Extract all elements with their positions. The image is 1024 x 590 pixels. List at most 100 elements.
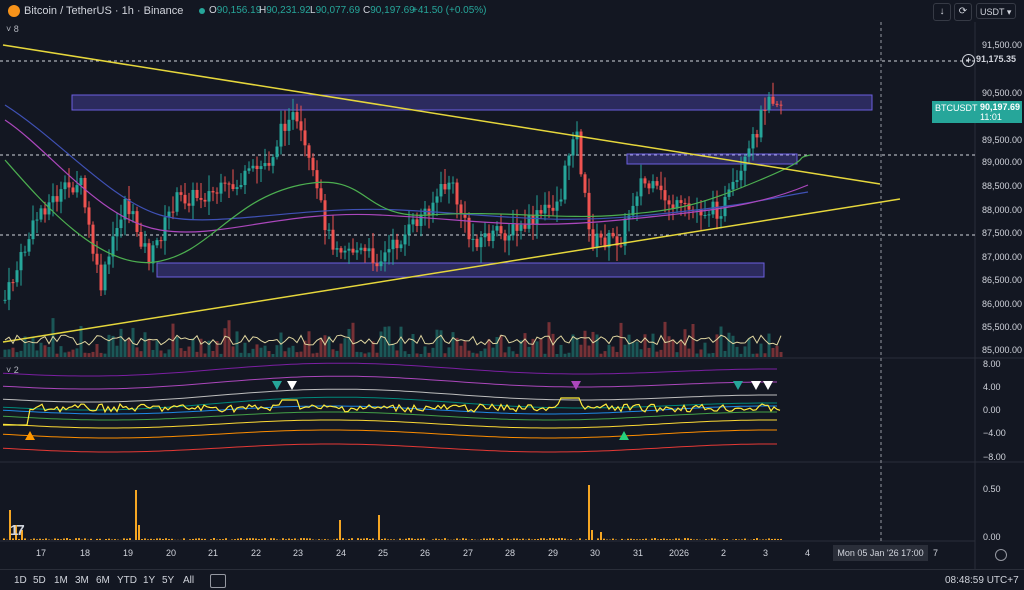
candle-body bbox=[572, 139, 575, 155]
volume-spike bbox=[387, 539, 389, 540]
candle-body bbox=[452, 183, 455, 184]
candle-body bbox=[528, 215, 531, 229]
volume-bar bbox=[256, 344, 259, 357]
volume-spike bbox=[126, 539, 128, 540]
volume-spike bbox=[219, 539, 221, 540]
volume-bar bbox=[156, 340, 159, 357]
volume-bar bbox=[412, 334, 415, 357]
candle-body bbox=[520, 225, 523, 231]
volume-bar bbox=[444, 353, 447, 357]
volume-spike bbox=[516, 539, 518, 540]
volume-spike bbox=[264, 538, 266, 540]
signal-down-icon bbox=[272, 381, 282, 390]
oscillator-tick: −4.00 bbox=[983, 428, 1006, 438]
volume-spike bbox=[339, 520, 341, 540]
candle-body bbox=[244, 171, 247, 185]
volume-bar bbox=[220, 354, 223, 357]
candle-body bbox=[720, 216, 723, 219]
volume-spike bbox=[57, 539, 59, 540]
volume-spike bbox=[669, 539, 671, 540]
volume-bar bbox=[408, 354, 411, 357]
add-alert-icon[interactable]: + bbox=[962, 54, 975, 67]
volume-bar bbox=[244, 343, 247, 357]
volume-spike bbox=[735, 539, 737, 540]
candle-body bbox=[392, 240, 395, 249]
volume-bar bbox=[608, 345, 611, 357]
volume-bar bbox=[384, 327, 387, 357]
volume-bar bbox=[664, 322, 667, 357]
candle-body bbox=[368, 248, 371, 251]
volume-spike bbox=[522, 539, 524, 540]
volume-spike bbox=[645, 539, 647, 540]
candle-body bbox=[416, 219, 419, 226]
candle-body bbox=[516, 224, 519, 231]
volume-bar bbox=[84, 353, 87, 357]
volume-bar bbox=[632, 342, 635, 357]
volume-spike bbox=[246, 538, 248, 540]
settings-icon[interactable] bbox=[995, 549, 1007, 561]
candle-body bbox=[740, 171, 743, 180]
candle-body bbox=[132, 211, 135, 214]
volume-spike bbox=[42, 539, 44, 540]
range-5d[interactable]: 5D bbox=[33, 575, 46, 586]
candle-body bbox=[212, 191, 215, 192]
volume-spike bbox=[30, 539, 32, 540]
volume-spike bbox=[273, 538, 275, 540]
volume-bar bbox=[692, 324, 695, 357]
calendar-icon[interactable] bbox=[210, 574, 226, 588]
volume-bar bbox=[24, 336, 27, 357]
oscillator-band bbox=[3, 412, 777, 420]
volume-spike bbox=[432, 539, 434, 540]
volume-spike bbox=[18, 539, 20, 540]
range-1y[interactable]: 1Y bbox=[143, 575, 155, 586]
candle-body bbox=[680, 200, 683, 203]
range-ytd[interactable]: YTD bbox=[117, 575, 137, 586]
range-6m[interactable]: 6M bbox=[96, 575, 110, 586]
range-5y[interactable]: 5Y bbox=[162, 575, 174, 586]
volume-spike bbox=[510, 539, 512, 540]
volume-bar bbox=[512, 351, 515, 357]
volume-bar bbox=[100, 353, 103, 357]
volume-spike bbox=[714, 539, 716, 540]
candle-body bbox=[396, 240, 399, 248]
volume-bar bbox=[636, 342, 639, 357]
candle-body bbox=[564, 166, 567, 200]
volume-spike bbox=[666, 539, 668, 540]
volume-spike bbox=[540, 538, 542, 540]
price-tick: 90,500.00 bbox=[982, 88, 1022, 98]
range-all[interactable]: All bbox=[183, 575, 194, 586]
volume-bar bbox=[28, 343, 31, 357]
range-1d[interactable]: 1D bbox=[14, 575, 27, 586]
range-1m[interactable]: 1M bbox=[54, 575, 68, 586]
candle-body bbox=[340, 248, 343, 252]
candle-body bbox=[44, 208, 47, 214]
volume-bar bbox=[488, 339, 491, 357]
candle-body bbox=[488, 233, 491, 241]
volume-spike bbox=[480, 539, 482, 540]
volume-spike bbox=[270, 538, 272, 540]
volume-spike bbox=[195, 539, 197, 540]
candle-body bbox=[744, 157, 747, 171]
candle-body bbox=[24, 252, 27, 253]
candle-body bbox=[432, 203, 435, 215]
time-tick: 21 bbox=[208, 548, 218, 558]
volume-bar bbox=[164, 353, 167, 357]
range-3m[interactable]: 3M bbox=[75, 575, 89, 586]
volume-tick: 0.00 bbox=[983, 532, 1001, 542]
volume-bar bbox=[568, 353, 571, 357]
volume-bar bbox=[468, 351, 471, 357]
volume-bar bbox=[72, 350, 75, 357]
candle-body bbox=[332, 230, 335, 250]
candle-body bbox=[472, 239, 475, 240]
time-tick: 18 bbox=[80, 548, 90, 558]
volume-spike bbox=[60, 539, 62, 540]
volume-spike bbox=[225, 538, 227, 540]
candlesticks bbox=[4, 83, 783, 357]
volume-spike bbox=[189, 539, 191, 540]
oscillator-toggle[interactable]: ˅ 2 bbox=[6, 365, 19, 377]
volume-spike bbox=[399, 539, 401, 540]
candle-body bbox=[196, 190, 199, 198]
volume-bar bbox=[696, 354, 699, 357]
